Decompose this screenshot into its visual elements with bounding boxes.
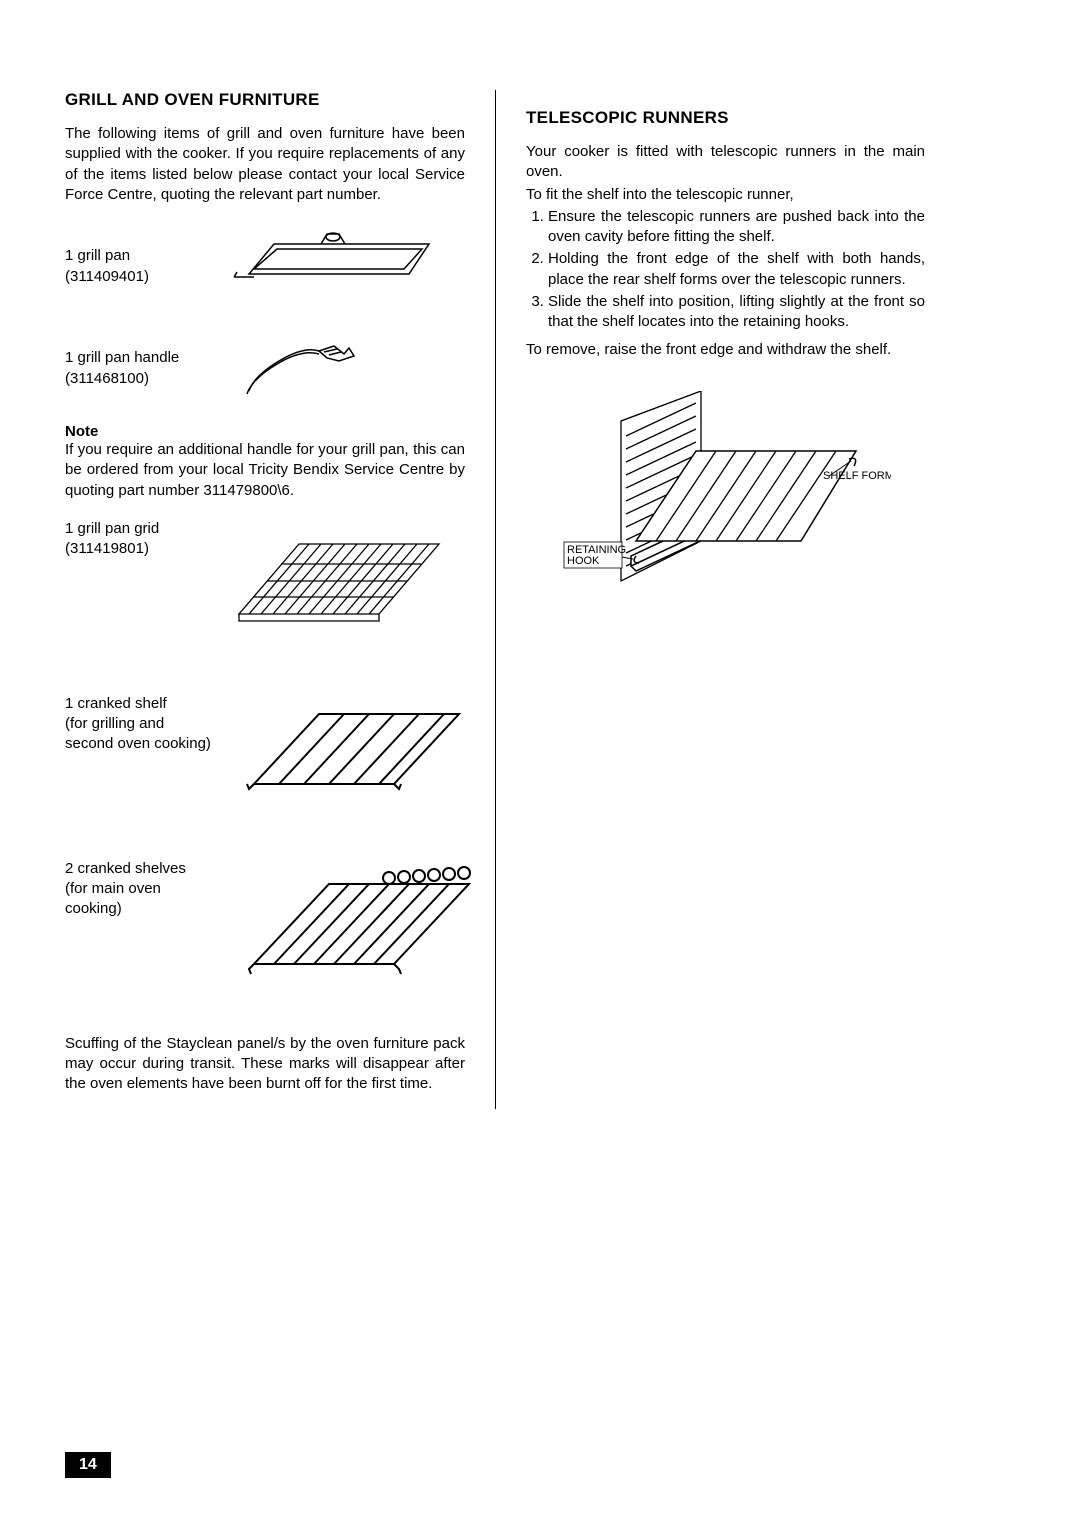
handle-icon <box>219 326 465 411</box>
furniture-handle-row: 1 grill pan handle (311468100) <box>65 326 465 411</box>
right-heading: TELESCOPIC RUNNERS <box>526 108 925 128</box>
grid-icon <box>219 519 465 654</box>
left-intro: The following items of grill and oven fu… <box>65 124 465 205</box>
scuff-note: Scuffing of the Stayclean panel/s by the… <box>65 1034 465 1095</box>
page-number: 14 <box>65 1452 111 1478</box>
steps-list: Ensure the telescopic runners are pushed… <box>548 207 925 333</box>
handle-part: (311468100) <box>65 370 149 387</box>
left-heading: GRILL AND OVEN FURNITURE <box>65 90 465 110</box>
grid-part: (311419801) <box>65 540 149 557</box>
note-heading: Note <box>65 423 465 440</box>
step-1: Ensure the telescopic runners are pushed… <box>548 207 925 248</box>
handle-label-text: 1 grill pan handle <box>65 349 179 366</box>
retaining-hook-label: RETAINING HOOK <box>564 542 626 568</box>
runner-diagram: SHELF FORM RETAINING HOOK <box>526 391 925 621</box>
grid-label: 1 grill pan grid (311419801) <box>65 519 205 560</box>
furniture-cranked1-row: 1 cranked shelf (for grilling and second… <box>65 694 465 819</box>
cranked2-label: 2 cranked shelves (for main oven cooking… <box>65 859 215 920</box>
grill-pan-icon <box>219 219 465 314</box>
step-2: Holding the front edge of the shelf with… <box>548 249 925 290</box>
note-body: If you require an additional handle for … <box>65 440 465 501</box>
grill-pan-label: 1 grill pan (311409401) <box>65 246 205 287</box>
shelf-form-label: SHELF FORM <box>823 470 891 482</box>
right-intro1: Your cooker is fitted with telescopic ru… <box>526 142 925 183</box>
grill-pan-label-text: 1 grill pan <box>65 247 130 264</box>
cranked2-label-text: 2 cranked shelves <box>65 860 186 877</box>
cranked1-label: 1 cranked shelf (for grilling and second… <box>65 694 215 755</box>
cranked1-desc: (for grilling and second oven cooking) <box>65 715 211 752</box>
remove-text: To remove, raise the front edge and with… <box>526 340 925 360</box>
grid-label-text: 1 grill pan grid <box>65 520 159 537</box>
furniture-cranked2-row: 2 cranked shelves (for main oven cooking… <box>65 859 465 994</box>
cranked2-icon <box>229 859 479 994</box>
handle-label: 1 grill pan handle (311468100) <box>65 348 205 389</box>
grill-pan-part: (311409401) <box>65 268 149 285</box>
furniture-grid-row: 1 grill pan grid (311419801) <box>65 519 465 654</box>
cranked1-label-text: 1 cranked shelf <box>65 695 167 712</box>
furniture-grill-pan-row: 1 grill pan (311409401) <box>65 219 465 314</box>
cranked2-desc: (for main oven cooking) <box>65 880 161 917</box>
cranked1-icon <box>229 694 469 819</box>
step-3: Slide the shelf into position, lifting s… <box>548 292 925 333</box>
right-intro2: To fit the shelf into the telescopic run… <box>526 185 925 205</box>
retaining-hook-label-line2: HOOK <box>567 555 600 567</box>
